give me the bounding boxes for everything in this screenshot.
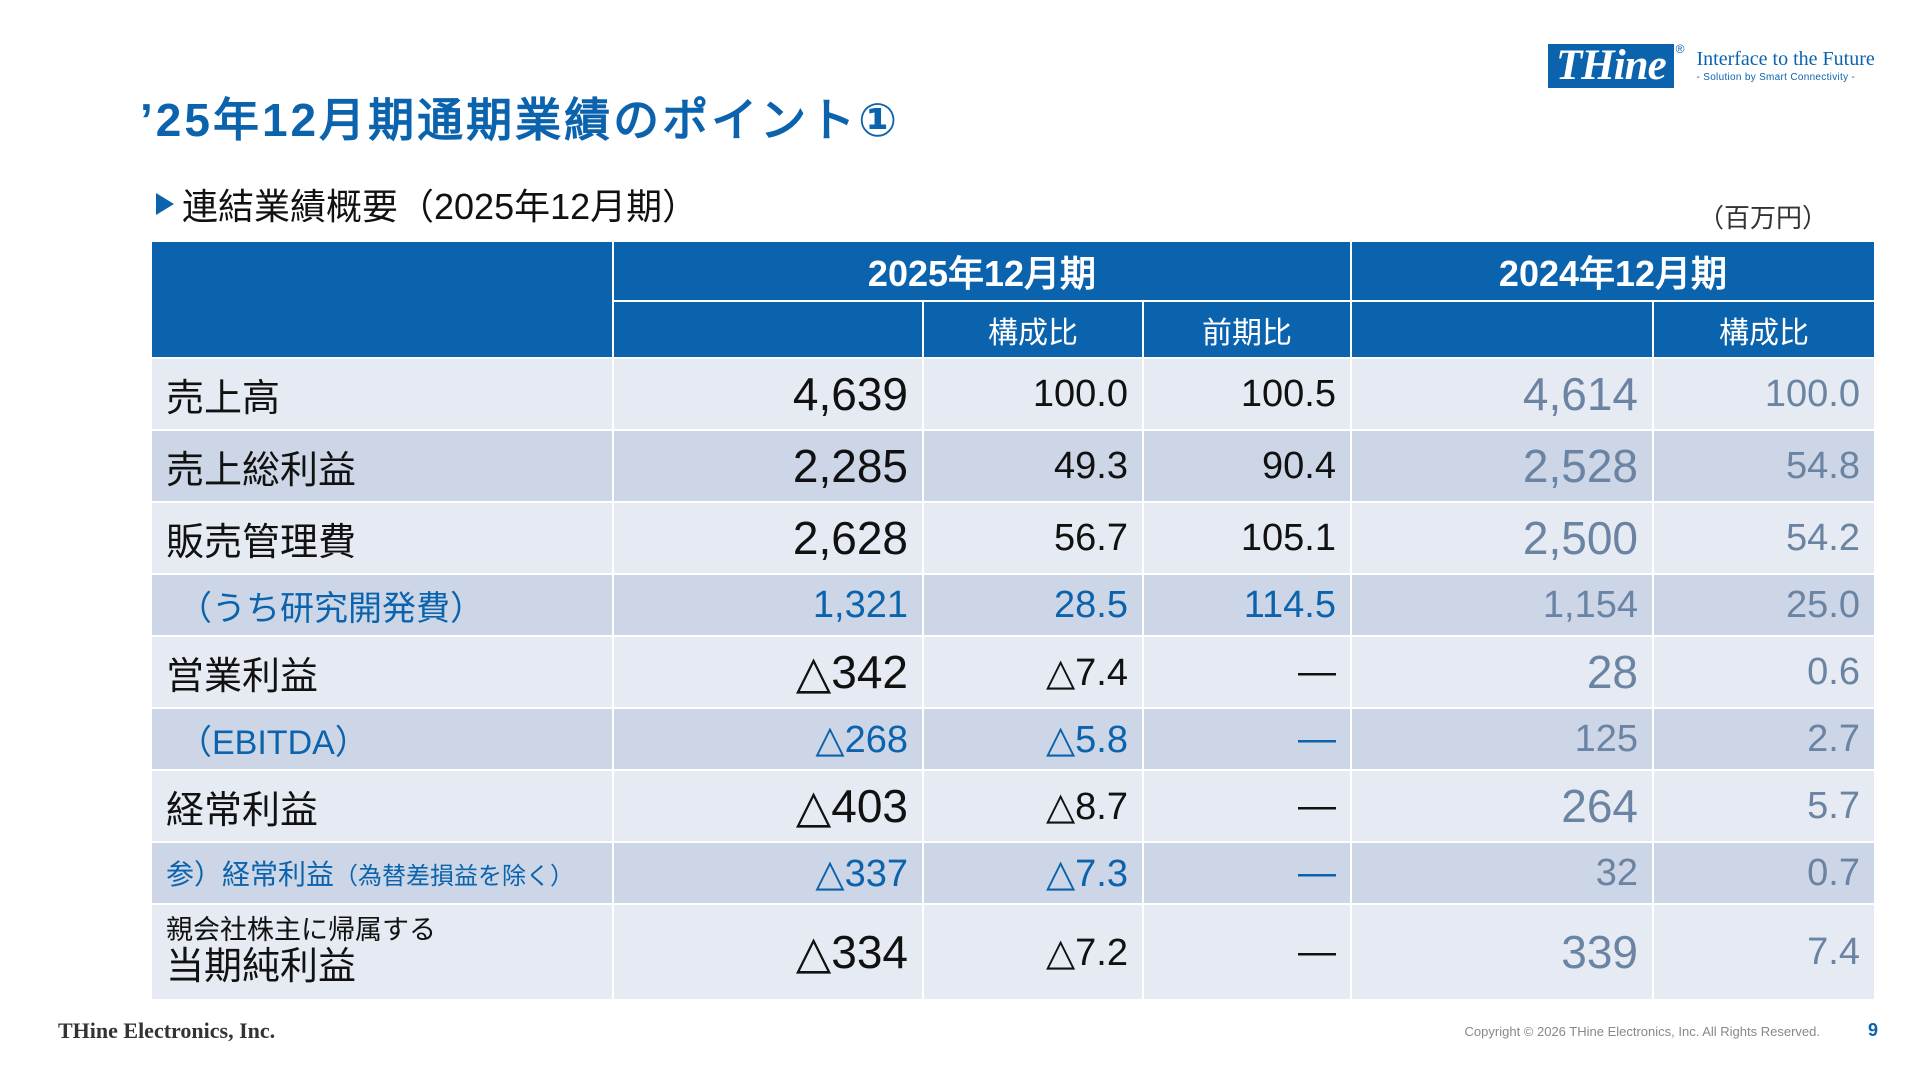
cell-prev: 125: [1350, 707, 1654, 771]
row-label-sub: （うち研究開発費）: [150, 573, 614, 637]
cell-prev: 2,528: [1350, 429, 1654, 503]
cell-prev: 339: [1350, 903, 1654, 1001]
row-label-sub-main: 参）経常利益: [166, 859, 335, 890]
cell-current: △268: [612, 707, 924, 771]
logo-tagline: Interface to the Future: [1696, 48, 1875, 70]
cell-prev: 2,500: [1350, 501, 1654, 575]
page-number: 9: [1867, 1020, 1878, 1040]
header-blank-cell: [150, 240, 614, 359]
cell-prev: 28: [1350, 635, 1654, 709]
row-label: 親会社株主に帰属する 当期純利益: [150, 903, 614, 1001]
cell-ratio: △7.4: [922, 635, 1144, 709]
cell-current: 4,639: [612, 357, 924, 431]
row-label-sub-note: （為替差損益を除く）: [334, 863, 575, 890]
table-row: 参）経常利益（為替差損益を除く） △337 △7.3 — 32 0.7: [150, 841, 1876, 905]
row-label-sub: 参）経常利益（為替差損益を除く）: [150, 841, 614, 905]
cell-prev: 32: [1350, 841, 1654, 905]
triangle-bullet-icon: [156, 193, 174, 215]
cell-yoy: 105.1: [1142, 501, 1352, 575]
row-label: 販売管理費: [150, 501, 614, 575]
cell-prev: 264: [1350, 769, 1654, 843]
cell-yoy: —: [1142, 841, 1352, 905]
row-label: 売上高: [150, 357, 614, 431]
row-label: 売上総利益: [150, 429, 614, 503]
cell-prev-ratio: 25.0: [1652, 573, 1876, 637]
header-prev-period: 2024年12月期: [1350, 240, 1876, 302]
header-comp-ratio: 構成比: [922, 300, 1144, 359]
cell-yoy: 100.5: [1142, 357, 1352, 431]
unit-label: （百万円）: [1697, 203, 1828, 233]
table-row: （うち研究開発費） 1,321 28.5 114.5 1,154 25.0: [150, 573, 1876, 637]
results-table: 2025年12月期 2024年12月期 構成比 前期比 構成比 売上高 4,63…: [150, 240, 1876, 1001]
table-row: 販売管理費 2,628 56.7 105.1 2,500 54.2: [150, 501, 1876, 575]
cell-ratio: △8.7: [922, 769, 1144, 843]
footer-company: THine Electronics, Inc.: [58, 1018, 276, 1043]
table-row: （EBITDA） △268 △5.8 — 125 2.7: [150, 707, 1876, 771]
header-prev-value: [1350, 300, 1654, 359]
cell-ratio: 28.5: [922, 573, 1144, 637]
row-label-line2: 当期純利益: [166, 946, 357, 988]
header-yoy: 前期比: [1142, 300, 1352, 359]
cell-current: 2,628: [612, 501, 924, 575]
table-row: 経常利益 △403 △8.7 — 264 5.7: [150, 769, 1876, 843]
table-row: 売上高 4,639 100.0 100.5 4,614 100.0: [150, 357, 1876, 431]
cell-prev-ratio: 54.2: [1652, 501, 1876, 575]
cell-prev-ratio: 100.0: [1652, 357, 1876, 431]
cell-prev: 1,154: [1350, 573, 1654, 637]
row-label-line1: 親会社株主に帰属する: [166, 915, 436, 945]
cell-ratio: △7.3: [922, 841, 1144, 905]
cell-current: △342: [612, 635, 924, 709]
row-label: 営業利益: [150, 635, 614, 709]
cell-ratio: △7.2: [922, 903, 1144, 1001]
cell-current: △334: [612, 903, 924, 1001]
cell-current: 1,321: [612, 573, 924, 637]
cell-yoy: —: [1142, 635, 1352, 709]
company-logo: THine ® Interface to the Future - Soluti…: [1548, 42, 1875, 88]
cell-prev-ratio: 0.7: [1652, 841, 1876, 905]
logo-subtagline: - Solution by Smart Connectivity -: [1696, 72, 1856, 83]
cell-current: 2,285: [612, 429, 924, 503]
cell-prev-ratio: 5.7: [1652, 769, 1876, 843]
table-row: 親会社株主に帰属する 当期純利益 △334 △7.2 — 339 7.4: [150, 903, 1876, 1001]
header-current-period: 2025年12月期: [612, 240, 1352, 302]
cell-yoy: 114.5: [1142, 573, 1352, 637]
slide-title: ’25年12月期通期業績のポイント①: [140, 94, 901, 146]
row-label-sub: （EBITDA）: [150, 707, 614, 771]
cell-prev-ratio: 2.7: [1652, 707, 1876, 771]
cell-prev-ratio: 54.8: [1652, 429, 1876, 503]
table-row: 営業利益 △342 △7.4 — 28 0.6: [150, 635, 1876, 709]
table-row: 売上総利益 2,285 49.3 90.4 2,528 54.8: [150, 429, 1876, 503]
cell-prev: 4,614: [1350, 357, 1654, 431]
cell-prev-ratio: 7.4: [1652, 903, 1876, 1001]
footer-copyright: Copyright © 2026 THine Electronics, Inc.…: [1464, 1024, 1820, 1039]
cell-yoy: —: [1142, 769, 1352, 843]
cell-ratio: 56.7: [922, 501, 1144, 575]
row-label: 経常利益: [150, 769, 614, 843]
section-heading: 連結業績概要（2025年12月期）: [156, 178, 698, 230]
registered-mark: ®: [1675, 42, 1685, 56]
cell-ratio: △5.8: [922, 707, 1144, 771]
cell-ratio: 49.3: [922, 429, 1144, 503]
header-current-value: [612, 300, 924, 359]
logo-wordmark: THine: [1548, 44, 1674, 88]
cell-yoy: —: [1142, 903, 1352, 1001]
section-heading-text: 連結業績概要（2025年12月期）: [182, 186, 699, 227]
cell-yoy: 90.4: [1142, 429, 1352, 503]
cell-current: △337: [612, 841, 924, 905]
header-comp-ratio-prev: 構成比: [1652, 300, 1876, 359]
cell-ratio: 100.0: [922, 357, 1144, 431]
cell-current: △403: [612, 769, 924, 843]
cell-yoy: —: [1142, 707, 1352, 771]
cell-prev-ratio: 0.6: [1652, 635, 1876, 709]
